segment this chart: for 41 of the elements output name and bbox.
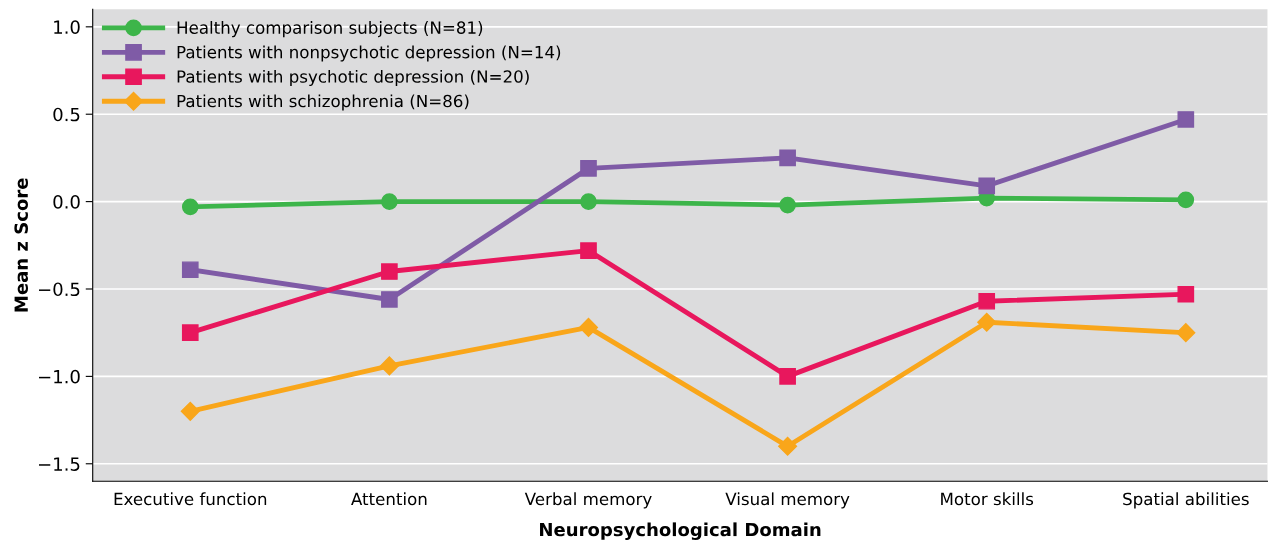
x-tick-label: Motor skills bbox=[941, 492, 1034, 506]
point bbox=[779, 149, 796, 167]
point bbox=[180, 401, 200, 421]
y-tick-label: −1.0 bbox=[38, 369, 80, 384]
point bbox=[1176, 323, 1196, 343]
point bbox=[978, 177, 996, 195]
point bbox=[580, 193, 597, 210]
legend-label: Healthy comparison subjects (N=81) bbox=[177, 21, 483, 38]
point bbox=[1177, 111, 1195, 128]
point bbox=[381, 193, 398, 210]
legend-label: Patients with psychotic depression (N=20) bbox=[177, 69, 529, 87]
point bbox=[778, 436, 798, 456]
point bbox=[580, 242, 597, 259]
point bbox=[181, 324, 199, 342]
point bbox=[181, 261, 199, 279]
point bbox=[1177, 191, 1195, 209]
legend-label: Patients with nonpsychotic depression (N=14) bbox=[177, 45, 561, 62]
legend-label: Patients with schizophrenia (N=86) bbox=[177, 94, 469, 111]
y-tick-label: 0.0 bbox=[53, 195, 80, 209]
point bbox=[379, 356, 399, 376]
point bbox=[381, 263, 398, 280]
y-tick-label: −0.5 bbox=[38, 282, 80, 297]
point bbox=[578, 317, 599, 337]
x-tick-label: Verbal memory bbox=[524, 492, 652, 509]
point bbox=[977, 312, 997, 332]
point bbox=[978, 292, 996, 310]
x-tick-label: Spatial abilities bbox=[1123, 492, 1249, 509]
point bbox=[381, 291, 398, 308]
point bbox=[779, 196, 796, 214]
y-tick-label: −1.5 bbox=[38, 457, 80, 471]
x-tick-label: Visual memory bbox=[725, 492, 850, 509]
y-axis-title: Mean z Score bbox=[14, 178, 29, 312]
x-tick-label: Executive function bbox=[114, 492, 267, 506]
y-tick-label: 0.5 bbox=[53, 107, 80, 122]
point bbox=[580, 160, 597, 177]
x-tick-label: Attention bbox=[351, 492, 427, 506]
y-tick-label: 1.0 bbox=[54, 20, 80, 34]
point bbox=[1177, 285, 1195, 303]
point bbox=[779, 368, 796, 385]
x-axis-title: Neuropsychological Domain bbox=[540, 522, 821, 540]
point bbox=[181, 198, 199, 216]
